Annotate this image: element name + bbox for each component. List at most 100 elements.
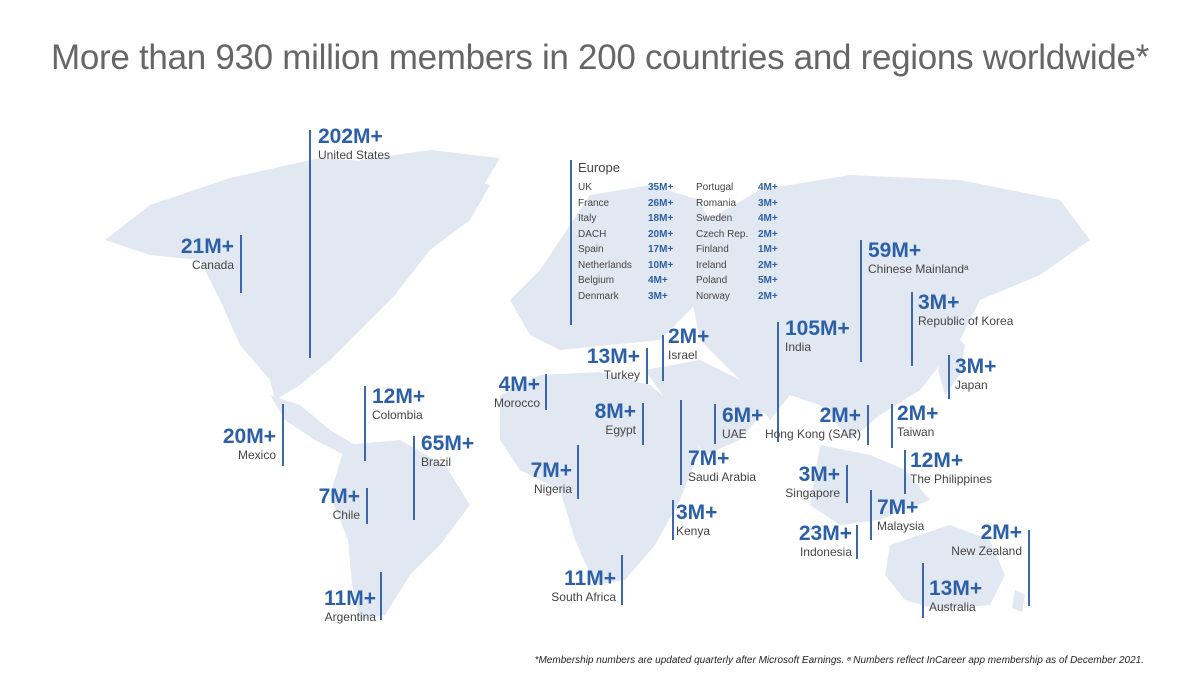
europe-country: Norway bbox=[696, 290, 730, 302]
stat-country: Japan bbox=[955, 378, 988, 392]
stat-republic-of-korea: 3M+ Republic of Korea bbox=[918, 291, 1013, 329]
europe-value: 4M+ bbox=[758, 182, 778, 193]
stat-japan: 3M+ Japan bbox=[955, 356, 996, 393]
stat-value: 21M+ bbox=[180, 235, 234, 258]
hongkong-line bbox=[867, 405, 869, 445]
stat-country: India bbox=[785, 340, 812, 354]
israel-line bbox=[662, 335, 664, 381]
us-line bbox=[309, 130, 311, 358]
indonesia-line bbox=[856, 525, 858, 559]
stat-value: 13M+ bbox=[586, 345, 640, 368]
stat-value: 2M+ bbox=[980, 521, 1022, 544]
stat-indonesia: 23M+ Indonesia bbox=[770, 522, 852, 560]
europe-value: 4M+ bbox=[758, 213, 778, 224]
stat-country: Chinese Mainlandᵃ bbox=[868, 262, 969, 276]
europe-country: DACH bbox=[578, 228, 607, 240]
europe-value: 35M+ bbox=[648, 182, 674, 193]
europe-country: Spain bbox=[578, 244, 604, 255]
stat-value: 7M+ bbox=[877, 496, 919, 519]
uae-line bbox=[714, 404, 716, 444]
europe-country: Poland bbox=[696, 275, 728, 286]
europe-value: 5M+ bbox=[758, 275, 778, 286]
egypt-line bbox=[642, 403, 644, 445]
middle-east-shape bbox=[645, 360, 765, 455]
stat-india: 105M+ India bbox=[785, 318, 850, 355]
europe-country: Denmark bbox=[578, 290, 619, 302]
stat-philippines: 12M+ The Philippines bbox=[910, 450, 993, 487]
europe-value: 1M+ bbox=[758, 244, 778, 255]
stat-country: UAE bbox=[722, 427, 747, 441]
stat-argentina: 11M+ Argentina bbox=[290, 588, 376, 625]
europe-value: 3M+ bbox=[648, 290, 668, 302]
australia-shape bbox=[885, 525, 1005, 610]
australia-line bbox=[922, 563, 924, 618]
south-america-shape bbox=[330, 440, 470, 620]
stat-israel: 2M+ Israel bbox=[668, 325, 710, 363]
taiwan-line bbox=[891, 404, 893, 448]
stat-hong-kong: 2M+ Hong Kong (SAR) bbox=[755, 404, 861, 442]
stat-uae: 6M+ UAE bbox=[722, 404, 764, 442]
stat-brazil: 65M+ Brazil bbox=[421, 432, 475, 470]
southeast-asia-shape bbox=[810, 445, 930, 525]
footnote: *Membership numbers are updated quarterl… bbox=[534, 655, 1144, 666]
greenland-shape bbox=[360, 150, 500, 225]
stat-value: 7M+ bbox=[530, 459, 572, 482]
colombia-line bbox=[364, 386, 366, 461]
europe-value: 26M+ bbox=[648, 197, 674, 209]
stat-colombia: 12M+ Colombia bbox=[372, 386, 425, 423]
stat-country: Brazil bbox=[421, 455, 452, 469]
stat-value: 3M+ bbox=[676, 501, 718, 524]
brazil-line bbox=[413, 436, 415, 520]
singapore-line bbox=[846, 465, 848, 503]
stat-country: Indonesia bbox=[799, 545, 852, 559]
stat-country: Turkey bbox=[603, 368, 640, 382]
stat-united-states: 202M+ United States bbox=[318, 126, 390, 163]
europe-value: 3M+ bbox=[758, 197, 778, 209]
stat-country: Chile bbox=[332, 508, 360, 522]
kenya-line bbox=[672, 500, 674, 540]
stat-turkey: 13M+ Turkey bbox=[560, 345, 640, 383]
asia-shape bbox=[690, 175, 1090, 440]
stat-value: 65M+ bbox=[421, 432, 475, 455]
nigeria-line bbox=[577, 445, 579, 499]
stat-value: 3M+ bbox=[918, 291, 960, 314]
stat-value: 7M+ bbox=[688, 447, 730, 470]
stat-value: 2M+ bbox=[668, 325, 710, 348]
europe-value: 10M+ bbox=[648, 259, 674, 271]
europe-line bbox=[570, 160, 572, 325]
stat-country: Israel bbox=[668, 348, 698, 362]
south-africa-line bbox=[621, 555, 623, 605]
stat-country: Colombia bbox=[372, 408, 423, 422]
china-line bbox=[860, 240, 862, 362]
europe-heading: Europe bbox=[578, 160, 620, 175]
stat-value: 20M+ bbox=[222, 425, 276, 448]
europe-value: 18M+ bbox=[648, 213, 674, 224]
philippines-line bbox=[904, 450, 906, 494]
stat-value: 2M+ bbox=[897, 402, 939, 425]
europe-country: Romania bbox=[696, 197, 737, 209]
stat-country: New Zealand bbox=[951, 544, 1022, 558]
europe-country: Belgium bbox=[578, 275, 615, 286]
stat-chile: 7M+ Chile bbox=[290, 485, 360, 523]
stat-country: Morocco bbox=[493, 396, 540, 410]
stat-value: 6M+ bbox=[722, 404, 764, 427]
europe-value: 2M+ bbox=[758, 259, 778, 271]
stat-morocco: 4M+ Morocco bbox=[470, 374, 540, 411]
stat-country: South Africa bbox=[551, 590, 616, 604]
stat-chinese-mainland: 59M+ Chinese Mainlandᵃ bbox=[868, 240, 969, 277]
stat-value: 23M+ bbox=[798, 522, 852, 545]
stat-value: 13M+ bbox=[929, 577, 983, 600]
europe-country: Finland bbox=[696, 244, 729, 255]
stat-country: Nigeria bbox=[533, 482, 572, 496]
stat-value: 2M+ bbox=[819, 404, 861, 427]
stat-saudi-arabia: 7M+ Saudi Arabia bbox=[688, 447, 756, 485]
stat-country: Argentina bbox=[324, 610, 376, 624]
stat-mexico: 20M+ Mexico bbox=[200, 425, 276, 463]
europe-panel: Europe UK 35M+ Portugal 4M+ France 26M+ … bbox=[578, 160, 788, 304]
europe-country: Portugal bbox=[696, 182, 734, 193]
india-line bbox=[777, 322, 779, 442]
new-zealand-line bbox=[1028, 530, 1030, 606]
stat-country: Kenya bbox=[676, 524, 711, 538]
stat-value: 7M+ bbox=[318, 485, 360, 508]
stat-country: The Philippines bbox=[910, 472, 993, 486]
